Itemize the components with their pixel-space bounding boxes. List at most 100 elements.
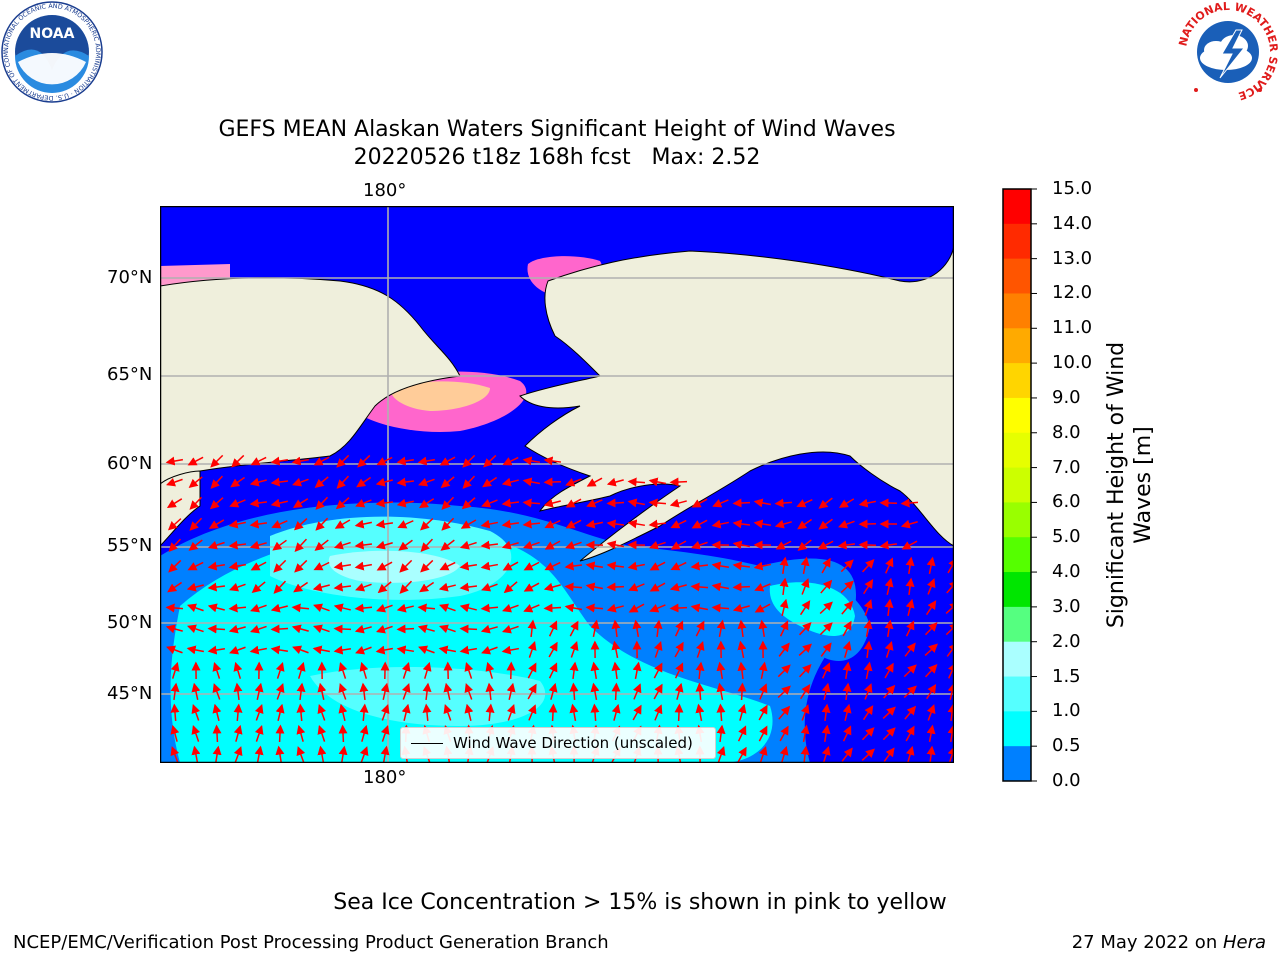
wave-direction-arrow	[506, 682, 516, 700]
wave-direction-arrow	[233, 746, 243, 763]
wave-direction-arrow	[905, 556, 915, 575]
wave-direction-arrow	[900, 498, 919, 508]
wave-direction-arrow	[503, 581, 518, 594]
wave-direction-arrow	[798, 664, 812, 678]
wave-direction-arrow	[695, 682, 705, 701]
nws-logo: NATIONAL WEATHER SERVICE	[1176, 0, 1280, 103]
wave-direction-arrow	[585, 582, 604, 592]
wave-direction-arrow	[354, 540, 373, 550]
wave-direction-arrow	[800, 556, 810, 574]
wave-direction-arrow	[251, 581, 266, 594]
wave-direction-arrow	[501, 645, 520, 655]
wave-direction-arrow	[333, 582, 352, 592]
wave-direction-arrow	[569, 661, 579, 680]
colorbar-swatch	[1003, 293, 1031, 329]
wave-direction-arrow	[230, 476, 246, 488]
wave-direction-arrow	[669, 603, 688, 613]
wave-direction-arrow	[947, 703, 954, 722]
wave-direction-arrow	[523, 561, 540, 571]
wave-direction-arrow	[523, 582, 540, 592]
wave-direction-arrow	[565, 478, 582, 487]
wave-direction-arrow	[401, 661, 411, 679]
wave-direction-arrow	[212, 724, 222, 743]
wave-direction-arrow	[168, 538, 182, 552]
wave-direction-arrow	[419, 581, 435, 593]
noaa-logo-text: NOAA	[30, 26, 75, 42]
wave-direction-arrow	[166, 645, 183, 655]
wave-direction-arrow	[249, 498, 268, 508]
wave-direction-arrow	[375, 519, 394, 529]
wave-direction-arrow	[774, 519, 792, 529]
wave-direction-arrow	[229, 499, 246, 508]
colorbar-swatch	[1003, 258, 1031, 294]
wave-direction-arrow	[674, 641, 684, 658]
wave-direction-arrow	[690, 603, 709, 613]
wave-direction-arrow	[191, 682, 201, 700]
wave-direction-arrow	[759, 683, 768, 700]
wave-direction-arrow	[737, 725, 747, 742]
wave-direction-arrow	[691, 498, 708, 508]
wave-direction-arrow	[775, 540, 792, 550]
wave-direction-arrow	[627, 498, 646, 508]
colorbar-tick-label: 1.0	[1052, 700, 1081, 722]
wave-direction-arrow	[905, 577, 915, 596]
wave-direction-arrow	[228, 603, 247, 613]
wave-direction-arrow	[716, 661, 726, 680]
wave-direction-arrow	[840, 580, 854, 594]
wave-direction-arrow	[900, 519, 918, 529]
credit-host: Hera	[1222, 932, 1266, 953]
wave-direction-arrow	[333, 561, 352, 571]
wave-direction-arrow	[654, 704, 663, 721]
wave-direction-arrow	[209, 497, 224, 510]
wave-direction-arrow	[231, 454, 245, 468]
sea-ice-bering-yellow	[389, 381, 490, 411]
wave-direction-arrow	[695, 703, 705, 722]
colorbar-swatch	[1003, 328, 1031, 364]
wave-direction-arrow	[863, 640, 873, 659]
wave-direction-arrow	[884, 662, 894, 679]
wave-direction-arrow	[946, 579, 954, 594]
wave-direction-arrow	[653, 641, 663, 658]
wave-direction-arrow	[543, 582, 561, 592]
wave-direction-arrow	[357, 454, 371, 468]
colorbar-tick-label: 3.0	[1052, 595, 1081, 617]
wave-direction-arrow	[187, 561, 204, 571]
wave-direction-arrow	[439, 561, 456, 571]
wave-direction-arrow	[317, 704, 327, 721]
wave-direction-arrow	[565, 540, 582, 550]
wave-direction-arrow	[778, 705, 791, 720]
wave-direction-arrow	[863, 599, 873, 616]
wave-direction-arrow	[648, 519, 667, 529]
wave-direction-arrow	[564, 561, 583, 571]
wave-direction-arrow	[480, 519, 498, 529]
wave-direction-arrow	[270, 645, 289, 655]
wave-direction-arrow	[691, 519, 708, 529]
wave-direction-arrow	[858, 540, 877, 550]
wave-direction-arrow	[758, 725, 768, 742]
wave-direction-arrow	[249, 645, 267, 655]
wave-direction-arrow	[544, 540, 561, 550]
wave-direction-arrow	[170, 746, 180, 763]
wave-direction-arrow	[333, 603, 351, 613]
wave-direction-arrow	[948, 662, 954, 679]
wave-direction-arrow	[695, 661, 705, 680]
wave-direction-arrow	[882, 706, 896, 720]
wave-direction-arrow	[841, 600, 854, 615]
wave-direction-arrow	[443, 682, 453, 700]
wave-direction-arrow	[250, 561, 267, 571]
wave-direction-arrow	[481, 645, 498, 655]
wave-direction-arrow	[837, 540, 856, 550]
wave-direction-arrow	[275, 703, 285, 721]
wave-direction-arrow	[228, 519, 246, 529]
wave-direction-arrow	[485, 661, 495, 679]
wave-direction-arrow	[293, 518, 308, 531]
wave-direction-arrow	[249, 477, 267, 487]
wave-direction-arrow	[628, 583, 645, 592]
wave-direction-arrow	[737, 640, 747, 658]
colorbar-swatch	[1003, 467, 1031, 503]
wave-direction-arrow	[884, 577, 894, 595]
lon-label-bottom: 180°	[363, 767, 407, 788]
wave-direction-arrow	[611, 619, 621, 638]
wave-direction-arrow	[312, 582, 330, 592]
wave-direction-arrow	[716, 746, 726, 763]
